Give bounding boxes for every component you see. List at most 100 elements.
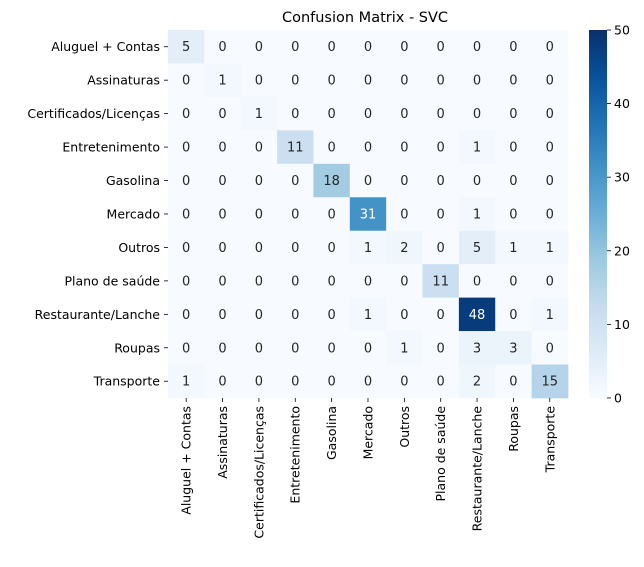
- heatmap-cell: [313, 63, 351, 98]
- cell-value-label: 1: [400, 341, 408, 356]
- cell-value-label: 0: [291, 375, 299, 390]
- cell-value-label: 1: [473, 141, 481, 156]
- cell-value-label: 0: [327, 375, 335, 390]
- heatmap-cell: [422, 331, 460, 365]
- heatmap-cell: [277, 264, 314, 298]
- cell-value-label: 0: [437, 207, 445, 222]
- y-tick-label: Restaurante/Lanche: [35, 307, 161, 322]
- cell-value-label: 0: [509, 207, 517, 222]
- x-tick-label: Transporte: [542, 406, 557, 474]
- cell-value-label: 0: [437, 341, 445, 356]
- heatmap-cell: [422, 63, 460, 98]
- cell-value-label: 0: [437, 141, 445, 156]
- colorbar-tick-label: 10: [614, 317, 630, 332]
- cell-value-label: 0: [327, 74, 335, 89]
- heatmap-cell: [313, 264, 351, 298]
- chart-title: Confusion Matrix - SVC: [282, 10, 448, 26]
- heatmap-cell: [531, 96, 569, 131]
- cell-value-label: 0: [182, 107, 190, 122]
- heatmap-cell: [204, 264, 242, 298]
- cell-value-label: 2: [473, 375, 481, 390]
- heatmap-cell: [313, 130, 351, 165]
- cell-value-label: 0: [509, 74, 517, 89]
- y-tick-label: Outros: [118, 240, 160, 255]
- heatmap-cell: [313, 297, 351, 332]
- heatmap-cell: [168, 63, 205, 98]
- heatmap-cell: [458, 264, 496, 298]
- colorbar-gradient: [589, 30, 607, 398]
- heatmap-cell: [531, 331, 569, 365]
- heatmap-cell: [349, 264, 387, 298]
- heatmap-cell: [168, 130, 205, 165]
- cell-value-label: 0: [255, 207, 263, 222]
- heatmap-cell: [531, 130, 569, 165]
- heatmap-cell: [386, 96, 423, 131]
- cell-value-label: 0: [437, 174, 445, 189]
- heatmap-cell: [277, 130, 314, 165]
- heatmap-cell: [168, 331, 205, 365]
- heatmap-cell: [349, 163, 387, 198]
- heatmap-cell: [277, 297, 314, 332]
- cell-value-label: 0: [255, 241, 263, 256]
- heatmap-cell: [277, 331, 314, 365]
- heatmap-cell: [495, 63, 532, 98]
- heatmap-cell: [531, 364, 569, 399]
- heatmap-cell: [204, 96, 242, 131]
- heatmap-cell: [386, 364, 423, 399]
- heatmap-cell: [277, 63, 314, 98]
- cell-value-label: 0: [327, 40, 335, 55]
- cell-value-label: 0: [182, 308, 190, 323]
- y-tick-label: Mercado: [107, 206, 160, 221]
- cell-value-label: 0: [218, 107, 226, 122]
- heatmap-cell: [168, 197, 205, 232]
- colorbar-tick-label: 40: [614, 96, 630, 111]
- heatmap-cell: [495, 130, 532, 165]
- heatmap-cell: [422, 364, 460, 399]
- x-tick-label: Certificados/Licenças: [251, 406, 266, 539]
- cell-value-label: 0: [437, 74, 445, 89]
- cell-value-label: 11: [432, 274, 449, 289]
- heatmap-cell: [386, 197, 423, 232]
- heatmap-cell: [277, 230, 314, 265]
- heatmap-cell: [240, 96, 278, 131]
- cell-value-label: 0: [327, 274, 335, 289]
- heatmap-cell: [349, 96, 387, 131]
- cell-value-label: 0: [546, 274, 554, 289]
- cell-value-label: 0: [437, 241, 445, 256]
- heatmap-cell: [458, 130, 496, 165]
- heatmap-cell: [240, 297, 278, 332]
- cell-value-label: 0: [327, 141, 335, 156]
- heatmap-cell: [349, 197, 387, 232]
- heatmap-cell: [349, 297, 387, 332]
- x-axis: Aluguel + Contas Assinaturas Certificados/…: [179, 397, 557, 539]
- cell-value-label: 0: [473, 107, 481, 122]
- cell-value-label: 0: [400, 274, 408, 289]
- heatmap-cell: [240, 230, 278, 265]
- cell-value-label: 0: [291, 40, 299, 55]
- cell-value-label: 0: [255, 74, 263, 89]
- cell-value-label: 0: [509, 375, 517, 390]
- heatmap-cell: [240, 130, 278, 165]
- cell-value-label: 0: [327, 207, 335, 222]
- y-tick-label: Transporte: [93, 374, 161, 389]
- heatmap-cell: [495, 364, 532, 399]
- cell-value-label: 0: [509, 174, 517, 189]
- heatmap-cell: [168, 264, 205, 298]
- heatmap-cell: [204, 297, 242, 332]
- cell-value-label: 1: [218, 74, 226, 89]
- heatmap-cell: [422, 130, 460, 165]
- cell-value-label: 0: [182, 174, 190, 189]
- heatmap-cell: [277, 30, 314, 64]
- heatmap-cell: [204, 63, 242, 98]
- cell-value-label: 0: [400, 107, 408, 122]
- heatmap-cell: [240, 63, 278, 98]
- heatmap-cell: [422, 96, 460, 131]
- cell-value-label: 0: [400, 40, 408, 55]
- heatmap-cell: [349, 364, 387, 399]
- cell-value-label: 15: [542, 375, 559, 390]
- cell-value-label: 0: [364, 274, 372, 289]
- x-tick-label: Outros: [397, 406, 412, 448]
- cell-value-label: 0: [291, 308, 299, 323]
- cell-value-label: 0: [364, 107, 372, 122]
